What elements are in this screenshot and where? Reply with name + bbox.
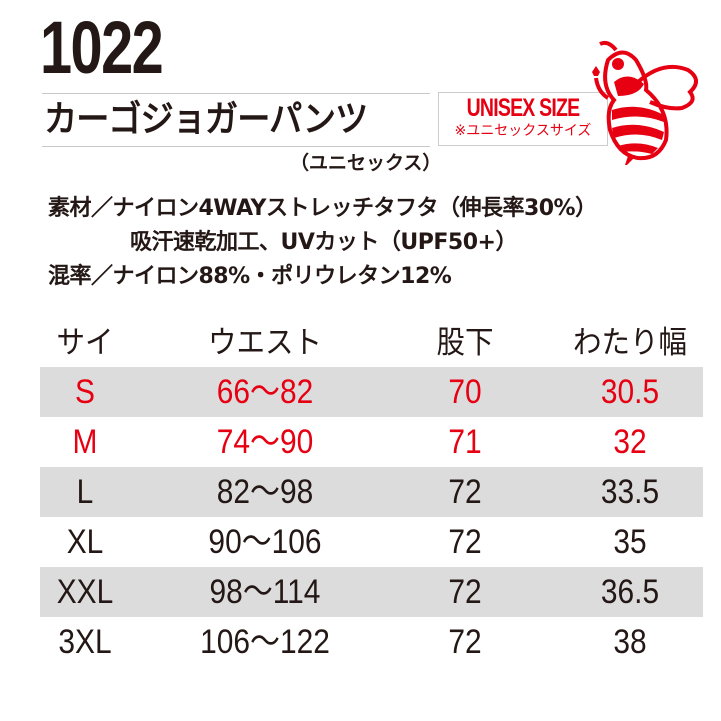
thigh-cell: 33.5 xyxy=(600,473,660,511)
unisex-size-badge: UNISEX SIZE ※ユニセックスサイズ xyxy=(438,92,608,146)
inseam-cell: 70 xyxy=(448,373,482,411)
size-cell: 3XL xyxy=(58,623,112,661)
size-cell: XXL xyxy=(56,573,114,611)
product-name: カーゴジョガーパンツ xyxy=(44,99,368,140)
size-table: サイズ ウエスト 股下 わたり幅 S 66〜82 70 30.5 M 74〜90… xyxy=(40,318,703,667)
bee-mascot-icon xyxy=(592,40,698,165)
table-row: XL 90〜106 72 35 xyxy=(40,517,703,567)
divider-bottom xyxy=(42,146,430,147)
unisex-badge-subtitle: ※ユニセックスサイズ xyxy=(454,123,592,139)
table-row: S 66〜82 70 30.5 xyxy=(40,367,703,417)
inseam-cell: 72 xyxy=(448,573,482,611)
table-row: 3XL 106〜122 72 38 xyxy=(40,617,703,667)
header-size: サイズ xyxy=(56,325,114,411)
size-cell: L xyxy=(76,473,94,511)
size-cell: M xyxy=(72,423,98,461)
size-table-header: サイズ ウエスト 股下 わたり幅 xyxy=(40,318,703,411)
waist-cell: 98〜114 xyxy=(209,573,321,611)
thigh-cell: 36.5 xyxy=(600,573,660,611)
thigh-cell: 32 xyxy=(613,423,647,461)
spec-blend: 混率／ナイロン88%・ポリウレタン12% xyxy=(48,264,452,289)
waist-cell: 82〜98 xyxy=(216,473,314,511)
table-row: L 82〜98 72 33.5 xyxy=(40,467,703,517)
header-thigh-width: わたり幅 xyxy=(572,325,688,361)
thigh-cell: 30.5 xyxy=(600,373,660,411)
size-cell: XL xyxy=(66,523,104,561)
thigh-cell: 38 xyxy=(613,623,647,661)
inseam-cell: 72 xyxy=(448,473,482,511)
table-row: XXL 98〜114 72 36.5 xyxy=(40,567,703,617)
product-subtitle: （ユニセックス） xyxy=(290,152,442,174)
header-inseam: 股下 xyxy=(436,325,494,361)
spec-material-line2: 吸汗速乾加工、UVカット（UPF50+） xyxy=(130,230,517,255)
waist-cell: 66〜82 xyxy=(216,373,314,411)
waist-cell: 106〜122 xyxy=(200,623,330,661)
unisex-badge-title: UNISEX SIZE xyxy=(466,94,581,122)
model-number: 1022 xyxy=(40,6,164,89)
table-row: M 74〜90 71 32 xyxy=(40,417,703,467)
inseam-cell: 72 xyxy=(448,623,482,661)
size-cell: S xyxy=(75,373,95,411)
waist-cell: 74〜90 xyxy=(216,423,314,461)
header-waist: ウエスト xyxy=(207,325,323,361)
waist-cell: 90〜106 xyxy=(208,523,322,561)
divider-top xyxy=(42,93,430,94)
inseam-cell: 72 xyxy=(448,523,482,561)
inseam-cell: 71 xyxy=(448,423,482,461)
thigh-cell: 35 xyxy=(613,523,647,561)
spec-material-line1: 素材／ナイロン4WAYストレッチタフタ（伸長率30%） xyxy=(48,196,597,221)
